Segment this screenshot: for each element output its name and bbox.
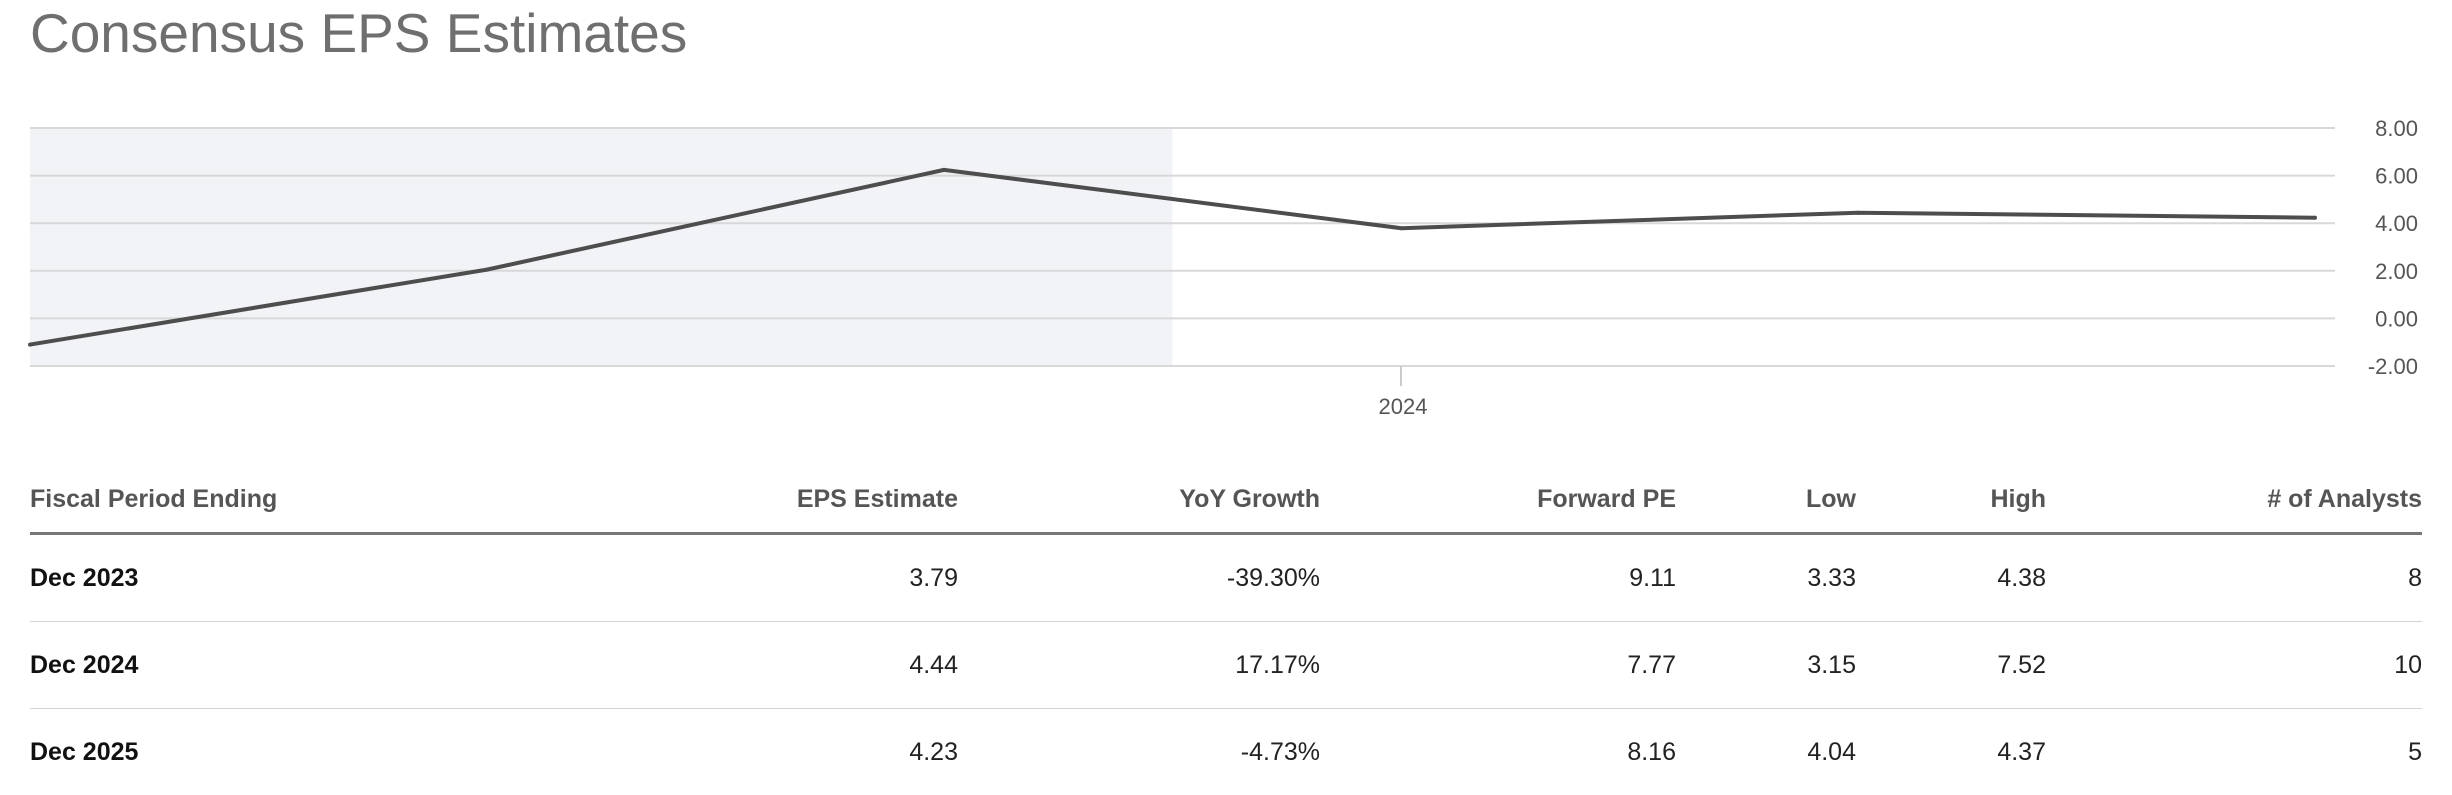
cell-high: 4.38 — [1856, 534, 2046, 622]
eps-data-point[interactable] — [942, 168, 946, 172]
cell-period: Dec 2024 — [30, 622, 550, 709]
header-forward-pe[interactable]: Forward PE — [1320, 466, 1676, 534]
eps-data-point[interactable] — [28, 343, 32, 347]
cell-pe: 7.77 — [1320, 622, 1676, 709]
y-tick-label: 2.00 — [2375, 259, 2418, 284]
cell-high: 7.52 — [1856, 622, 2046, 709]
cell-yoy: 17.17% — [958, 622, 1320, 709]
cell-low: 3.33 — [1676, 534, 1856, 622]
table-row: Dec 2024 4.44 17.17% 7.77 3.15 7.52 10 — [30, 622, 2422, 709]
cell-eps: 3.79 — [550, 534, 958, 622]
cell-eps: 4.23 — [550, 709, 958, 795]
eps-data-point[interactable] — [485, 268, 489, 272]
cell-analysts: 5 — [2046, 709, 2422, 795]
cell-analysts: 10 — [2046, 622, 2422, 709]
cell-pe: 9.11 — [1320, 534, 1676, 622]
header-fiscal-period[interactable]: Fiscal Period Ending — [30, 466, 550, 534]
table-row: Dec 2025 4.23 -4.73% 8.16 4.04 4.37 5 — [30, 709, 2422, 795]
cell-period: Dec 2025 — [30, 709, 550, 795]
header-eps-estimate[interactable]: EPS Estimate — [550, 466, 958, 534]
eps-estimates-table: Fiscal Period Ending EPS Estimate YoY Gr… — [30, 466, 2422, 795]
cell-low: 4.04 — [1676, 709, 1856, 795]
cell-analysts: 8 — [2046, 534, 2422, 622]
cell-yoy: -39.30% — [958, 534, 1320, 622]
eps-data-point[interactable] — [1399, 226, 1403, 230]
header-yoy-growth[interactable]: YoY Growth — [958, 466, 1320, 534]
table-row: Dec 2023 3.79 -39.30% 9.11 3.33 4.38 8 — [30, 534, 2422, 622]
y-tick-label: 0.00 — [2375, 306, 2418, 331]
y-tick-label: 4.00 — [2375, 211, 2418, 236]
y-tick-label: -2.00 — [2368, 354, 2418, 379]
eps-line-chart: 8.00 6.00 4.00 2.00 0.00 -2.00 2024 — [0, 0, 2452, 440]
eps-data-point[interactable] — [2313, 216, 2317, 220]
y-tick-label: 6.00 — [2375, 164, 2418, 189]
eps-data-point[interactable] — [1856, 211, 1860, 215]
cell-yoy: -4.73% — [958, 709, 1320, 795]
cell-high: 4.37 — [1856, 709, 2046, 795]
cell-pe: 8.16 — [1320, 709, 1676, 795]
header-low[interactable]: Low — [1676, 466, 1856, 534]
table-header-row: Fiscal Period Ending EPS Estimate YoY Gr… — [30, 466, 2422, 534]
y-tick-label: 8.00 — [2375, 116, 2418, 141]
historical-shade-region — [30, 128, 1173, 366]
cell-eps: 4.44 — [550, 622, 958, 709]
x-tick-label: 2024 — [1379, 394, 1428, 419]
cell-period: Dec 2023 — [30, 534, 550, 622]
cell-low: 3.15 — [1676, 622, 1856, 709]
header-analysts[interactable]: # of Analysts — [2046, 466, 2422, 534]
header-high[interactable]: High — [1856, 466, 2046, 534]
